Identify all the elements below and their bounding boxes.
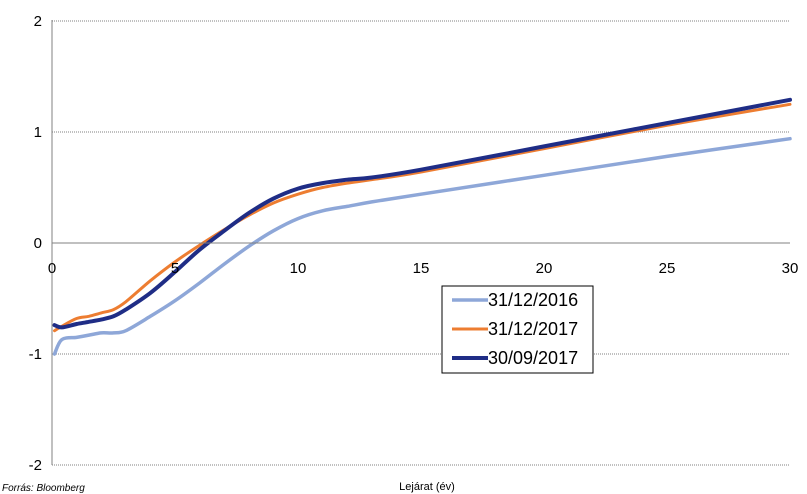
legend: 31/12/2016 31/12/2017 30/09/2017 (441, 285, 594, 374)
x-tick-label: 10 (290, 260, 307, 277)
x-tick-label: 0 (48, 260, 56, 277)
x-tick-label: 25 (659, 260, 676, 277)
axes (51, 20, 790, 465)
legend-label-3: 30/09/2017 (488, 348, 578, 368)
legend-label-2: 31/12/2017 (488, 319, 578, 339)
y-tick-label: 2 (34, 13, 42, 30)
y-tick-label: 1 (34, 124, 42, 141)
y-tick-label: -1 (29, 346, 42, 363)
x-tick-label: 15 (413, 260, 430, 277)
tick-labels: 210-1-20 5 10 15 20 25 30 (29, 13, 799, 474)
x-tick-label: 30 (782, 260, 799, 277)
gridlines (52, 20, 790, 466)
x-axis-label: Lejárat (év) (399, 481, 455, 493)
y-tick-label: 0 (34, 235, 42, 252)
legend-label-1: 31/12/2016 (488, 290, 578, 310)
x-tick-label: 5 (171, 260, 179, 277)
y-tick-label: -2 (29, 457, 42, 474)
series-line-1 (52, 136, 792, 356)
source-note: Forrás: Bloomberg (2, 483, 85, 494)
series-line-3 (52, 97, 792, 330)
series-lines (52, 97, 792, 356)
x-tick-label: 20 (536, 260, 553, 277)
series-line-2 (53, 102, 792, 333)
